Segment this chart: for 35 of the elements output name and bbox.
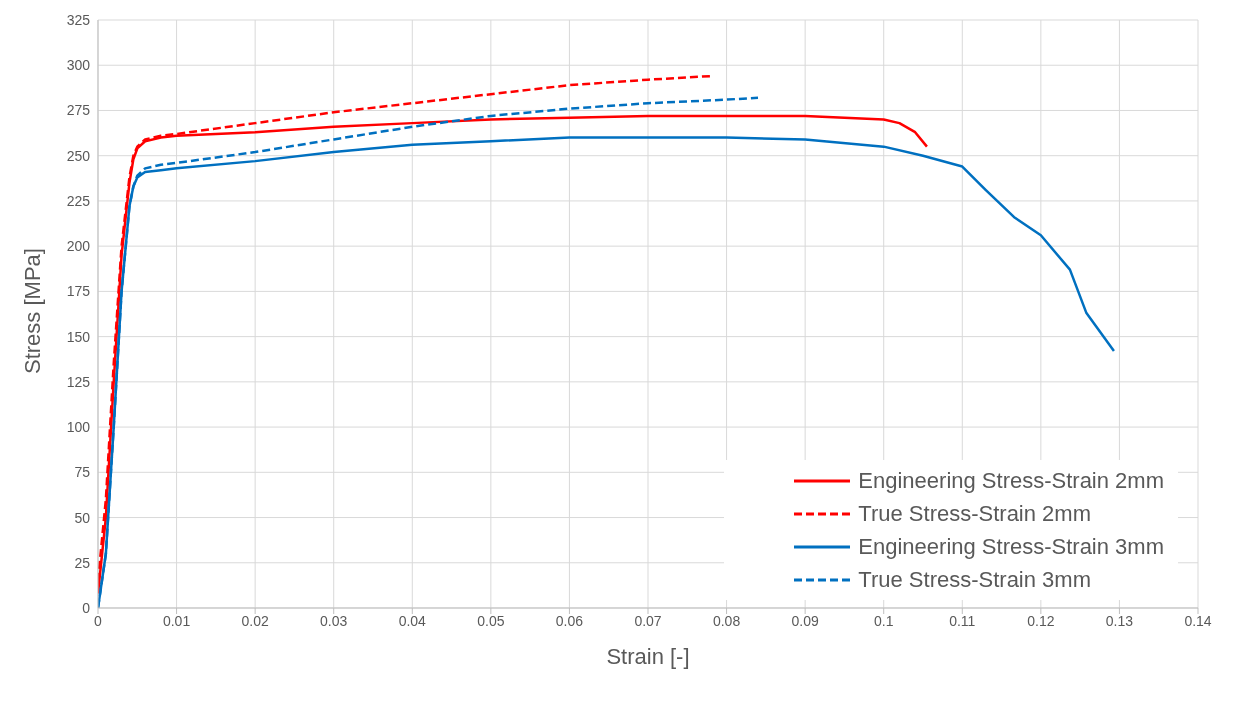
- y-tick-label: 275: [66, 102, 91, 119]
- y-tick-label: 100: [66, 419, 91, 436]
- x-tick-label: 0.14: [1184, 612, 1212, 629]
- x-tick-label: 0.04: [398, 612, 427, 629]
- legend-label: True Stress-Strain 3mm: [858, 566, 1091, 593]
- x-tick-label: 0.06: [555, 612, 584, 629]
- y-tick-label: 175: [66, 283, 91, 300]
- y-tick-label: 200: [66, 238, 91, 255]
- x-tick-label: 0.12: [1027, 612, 1055, 629]
- x-tick-label: 0.07: [634, 612, 662, 629]
- x-tick-label: 0.05: [477, 612, 505, 629]
- y-tick-label: 0: [82, 599, 91, 616]
- y-tick-label: 125: [66, 373, 91, 390]
- x-tick-label: 0.03: [320, 612, 348, 629]
- y-tick-label: 250: [66, 147, 91, 164]
- x-tick-label: 0.09: [791, 612, 819, 629]
- y-tick-label: 25: [74, 554, 91, 571]
- legend-label: Engineering Stress-Strain 3mm: [858, 533, 1164, 560]
- y-tick-label: 50: [74, 509, 91, 526]
- x-tick-label: 0: [94, 612, 103, 629]
- y-axis-title: Stress [MPa]: [19, 248, 45, 374]
- x-tick-label: 0.1: [873, 612, 894, 629]
- y-tick-label: 225: [66, 192, 91, 209]
- x-tick-label: 0.01: [162, 612, 191, 629]
- x-tick-label: 0.02: [241, 612, 269, 629]
- x-tick-label: 0.13: [1105, 612, 1134, 629]
- legend-label: Engineering Stress-Strain 2mm: [858, 467, 1164, 494]
- x-axis-title: Strain [-]: [606, 644, 690, 669]
- y-tick-label: 300: [66, 57, 91, 74]
- y-tick-label: 150: [66, 328, 91, 345]
- legend-label: True Stress-Strain 2mm: [858, 500, 1091, 527]
- y-tick-label: 75: [74, 464, 91, 481]
- y-tick-label: 325: [66, 11, 91, 28]
- x-tick-label: 0.11: [949, 612, 976, 629]
- x-tick-label: 0.08: [712, 612, 741, 629]
